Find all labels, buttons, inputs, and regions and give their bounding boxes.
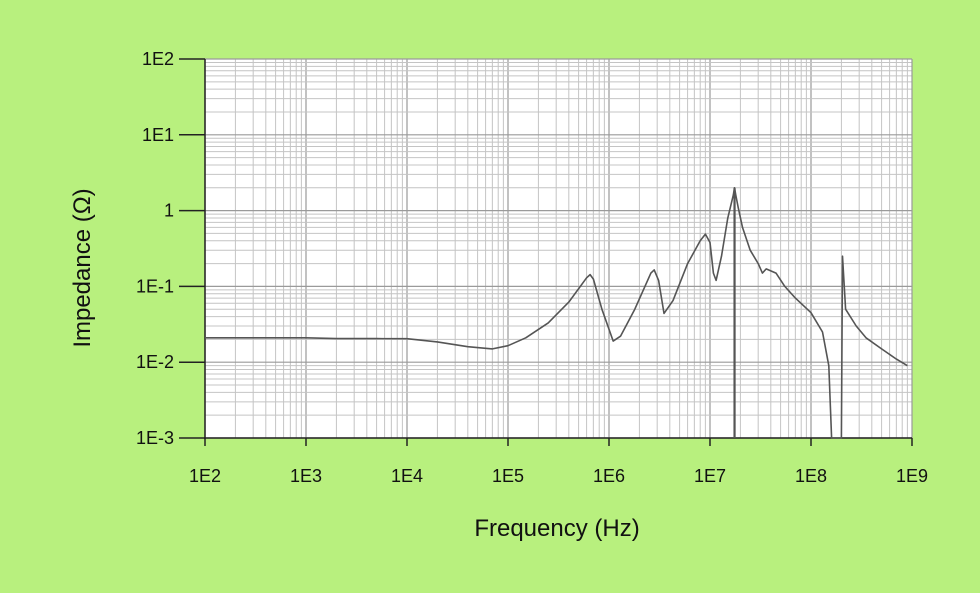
grid: [204, 58, 913, 439]
x-tick-label: 1E3: [290, 466, 322, 486]
y-tick-label: 1E-2: [136, 352, 174, 372]
x-tick-label: 1E6: [593, 466, 625, 486]
x-tick-label: 1E4: [391, 466, 423, 486]
y-tick-label: 1E-1: [136, 276, 174, 296]
impedance-line: [205, 187, 908, 439]
y-axis-title: Impedance (Ω): [69, 188, 96, 347]
y-tick-label: 1: [164, 201, 174, 221]
x-tick-label: 1E7: [694, 466, 726, 486]
tick-labels: 1E2 1E1 1 1E-1 1E-2 1E-3 1E2 1E3 1E4 1E5 1E6 1E7 1E8…: [136, 49, 928, 486]
x-tick-label: 1E8: [795, 466, 827, 486]
x-tick-label: 1E5: [492, 466, 524, 486]
y-tick-label: 1E-3: [136, 428, 174, 448]
x-axis-title: Frequency (Hz): [474, 515, 639, 542]
x-tick-label: 1E2: [189, 466, 221, 486]
series: [205, 187, 908, 439]
plot-area: [205, 59, 912, 438]
y-tick-label: 1E1: [142, 125, 174, 145]
y-tick-label: 1E2: [142, 49, 174, 69]
x-tick-label: 1E9: [896, 466, 928, 486]
axes: [179, 58, 913, 446]
